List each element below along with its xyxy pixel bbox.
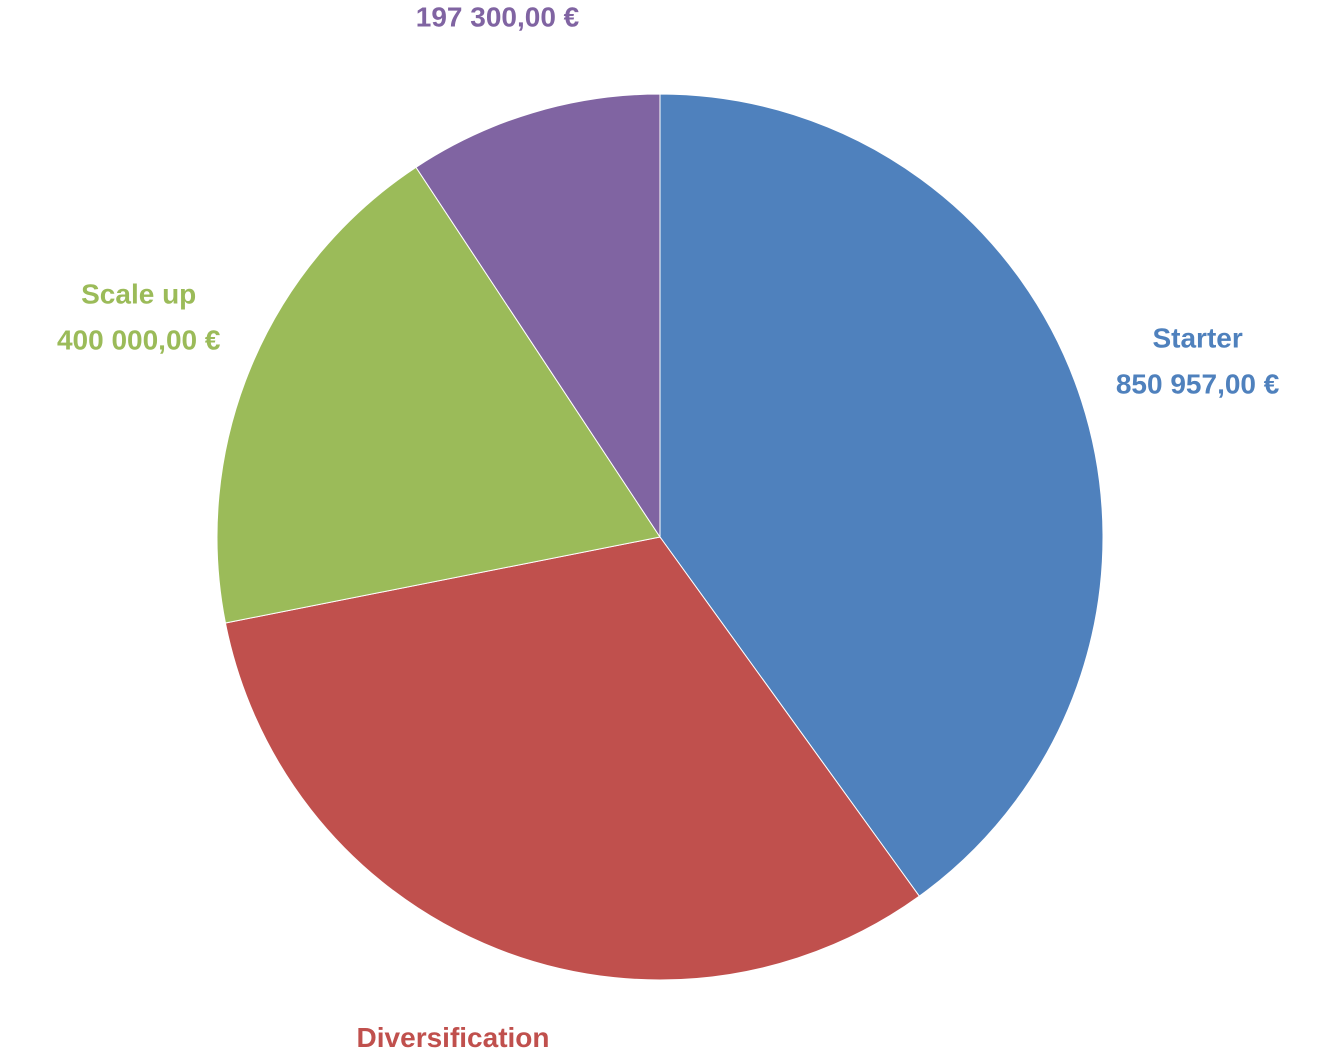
slice-label: Starter <box>1152 323 1242 354</box>
slice-value-label: 850 957,00 € <box>1116 369 1280 400</box>
pie-slice <box>224 536 921 981</box>
pie-slice <box>415 93 661 539</box>
slice-value-label: 400 000,00 € <box>57 324 221 355</box>
slice-value-label: 197 300,00 € <box>416 1 580 32</box>
pie-slice <box>216 166 661 624</box>
slice-label: Diversification <box>357 1022 550 1053</box>
pie-slice <box>659 93 1104 897</box>
slice-label: Scale up <box>81 278 196 309</box>
